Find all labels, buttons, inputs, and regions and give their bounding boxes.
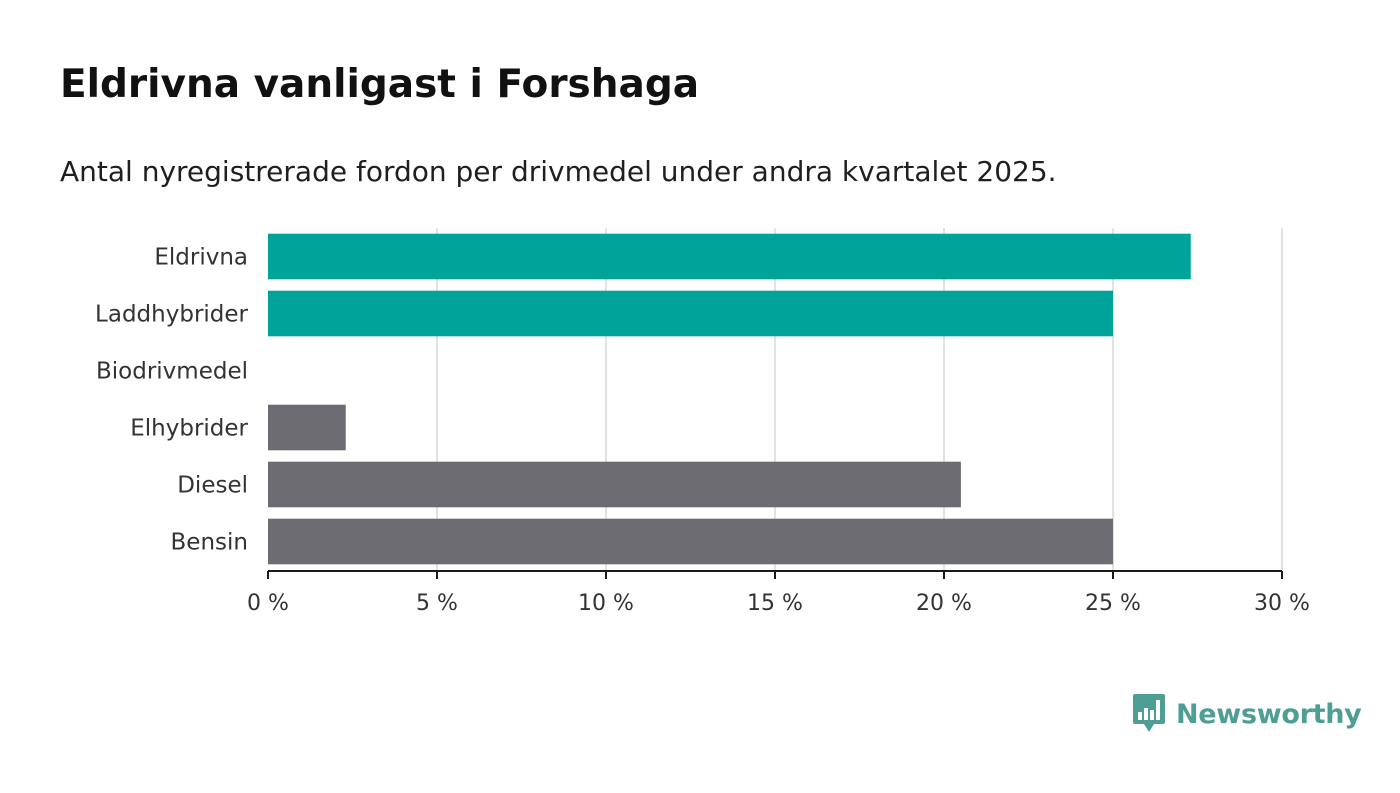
bar	[268, 461, 961, 508]
x-tick-label: 15 %	[747, 591, 803, 616]
category-label: Eldrivna	[154, 245, 248, 271]
newsworthy-chart-bubble-icon	[1133, 694, 1165, 732]
brand-logo: Newsworthy	[1132, 692, 1362, 736]
x-tick-label: 5 %	[416, 591, 458, 616]
x-tick-label: 10 %	[578, 591, 634, 616]
category-label: Elhybrider	[130, 416, 248, 442]
category-label: Bensin	[171, 530, 248, 556]
bar	[268, 518, 1113, 565]
x-tick-label: 25 %	[1085, 591, 1141, 616]
x-tick-label: 20 %	[916, 591, 972, 616]
chart-title: Eldrivna vanligast i Forshaga	[60, 62, 700, 107]
category-label: Laddhybrider	[95, 302, 248, 328]
x-tick-label: 0 %	[247, 591, 289, 616]
brand-name: Newsworthy	[1176, 698, 1362, 730]
bar	[268, 404, 346, 451]
bar	[268, 233, 1191, 280]
bar	[268, 290, 1113, 337]
chart-subtitle: Antal nyregistrerade fordon per drivmede…	[60, 155, 1057, 188]
category-label: Diesel	[177, 473, 248, 499]
category-label: Biodrivmedel	[96, 359, 248, 385]
x-tick-label: 30 %	[1254, 591, 1310, 616]
